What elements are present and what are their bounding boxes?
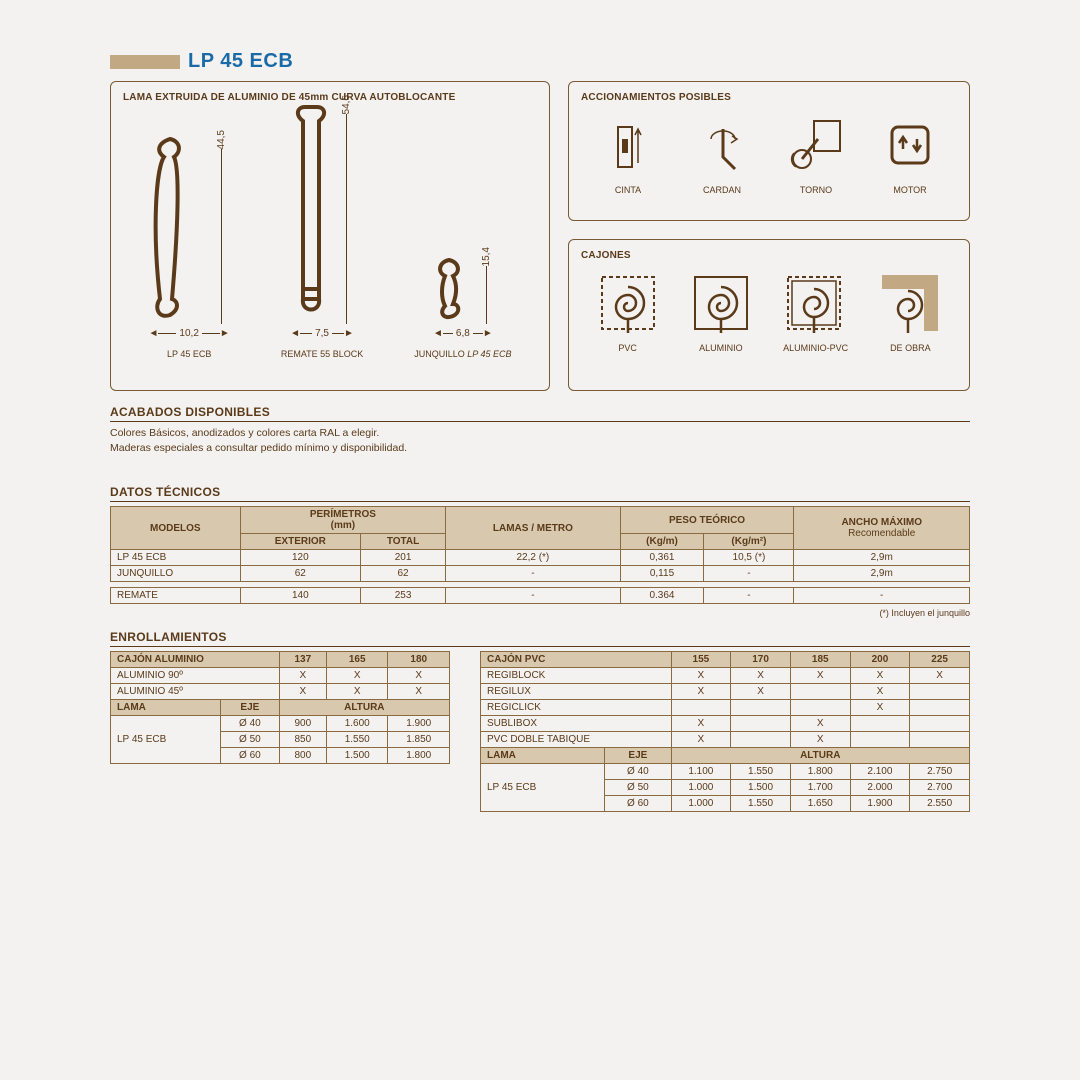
- caj-lab-3: DE OBRA: [879, 343, 941, 353]
- th-lamas: LAMAS / METRO: [446, 507, 620, 550]
- dim-h1: 44,5: [216, 130, 227, 149]
- enroll-left-table: CAJÓN ALUMINIO 137165180 ALUMINIO 90ºXXX…: [110, 651, 450, 764]
- dim-w1: 10,2: [179, 328, 198, 339]
- datos-footnote: (*) Incluyen el junquillo: [110, 608, 970, 618]
- acabados-text: Colores Básicos, anodizados y colores ca…: [110, 426, 970, 455]
- acabados-l2: Maderas especiales a consultar pedido mí…: [110, 441, 970, 456]
- profile-name-3: JUNQUILLO LP 45 ECB: [414, 349, 511, 359]
- dim-w3: 6,8: [456, 328, 470, 339]
- enroll-right-table: CAJÓN PVC 155170185200225 REGIBLOCKXXXXX…: [480, 651, 970, 812]
- cardan-icon: [691, 111, 753, 179]
- enroll-row: CAJÓN ALUMINIO 137165180 ALUMINIO 90ºXXX…: [110, 651, 970, 812]
- th-p2: (Kg/m²): [704, 534, 794, 550]
- datos-table: MODELOS PERÍMETROS(mm) LAMAS / METRO PES…: [110, 506, 970, 604]
- dim-h2: 54,6: [341, 95, 352, 114]
- profile-name-2: REMATE 55 BLOCK: [281, 349, 363, 359]
- title-accent: [110, 55, 180, 69]
- caj-alupvc-icon: [783, 269, 845, 337]
- top-row: LAMA EXTRUIDA DE ALUMINIO DE 45mm CURVA …: [110, 81, 970, 391]
- torno-icon: [785, 111, 847, 179]
- profile-lp45-icon: [150, 129, 210, 324]
- profile-junq: 15,4 ◄6,8► JUNQUILLO LP 45 ECB: [414, 247, 511, 359]
- th-peri: PERÍMETROS(mm): [240, 507, 445, 534]
- acc-title: ACCIONAMIENTOS POSIBLES: [581, 92, 957, 103]
- caj-obra-icon: [879, 269, 941, 337]
- acabados-l1: Colores Básicos, anodizados y colores ca…: [110, 426, 970, 441]
- page-title: LP 45 ECB: [188, 50, 293, 73]
- th-ext: EXTERIOR: [240, 534, 360, 550]
- profile-junq-icon: [431, 254, 475, 324]
- caj-pvc-icon: [597, 269, 659, 337]
- caj-alu-icon: [690, 269, 752, 337]
- acabados-title: ACABADOS DISPONIBLES: [110, 405, 970, 422]
- acc-lab-0: CINTA: [597, 185, 659, 195]
- profiles-panel: LAMA EXTRUIDA DE ALUMINIO DE 45mm CURVA …: [110, 81, 550, 391]
- th-cajon-l: CAJÓN ALUMINIO: [111, 652, 280, 668]
- acc-lab-3: MOTOR: [879, 185, 941, 195]
- profile-remate-icon: [291, 99, 335, 324]
- dim-w2: 7,5: [315, 328, 329, 339]
- th-tot: TOTAL: [360, 534, 445, 550]
- caj-lab-0: PVC: [597, 343, 659, 353]
- cinta-icon: [597, 111, 659, 179]
- profile-remate: 54,6 ◄7,5► REMATE 55 BLOCK: [281, 95, 363, 359]
- acc-panel: ACCIONAMIENTOS POSIBLES CINTA CARDAN TOR…: [568, 81, 970, 221]
- th-peso: PESO TEÓRICO: [620, 507, 794, 534]
- acc-lab-2: TORNO: [785, 185, 847, 195]
- th-cajon-r: CAJÓN PVC: [481, 652, 672, 668]
- th-ancho: ANCHO MÁXIMORecomendable: [794, 507, 970, 550]
- title-bar: LP 45 ECB: [110, 50, 970, 73]
- profile-lp45: 44,5 ◄10,2► LP 45 ECB: [149, 129, 230, 359]
- caj-lab-1: ALUMINIO: [690, 343, 752, 353]
- caj-title: CAJONES: [581, 250, 957, 261]
- th-modelos: MODELOS: [111, 507, 241, 550]
- acc-lab-1: CARDAN: [691, 185, 753, 195]
- motor-icon: [879, 111, 941, 179]
- enroll-title: ENROLLAMIENTOS: [110, 630, 970, 647]
- profile-name-1: LP 45 ECB: [149, 349, 230, 359]
- profiles-row: 44,5 ◄10,2► LP 45 ECB 54,6 ◄7,5► REMATE …: [123, 109, 537, 359]
- caj-panel: CAJONES PVC ALUMINIO ALUMINIO-PVC DE OBR…: [568, 239, 970, 391]
- th-p1: (Kg/m): [620, 534, 704, 550]
- datos-title: DATOS TÉCNICOS: [110, 485, 970, 502]
- dim-h3: 15,4: [481, 247, 492, 266]
- caj-lab-2: ALUMINIO-PVC: [783, 343, 848, 353]
